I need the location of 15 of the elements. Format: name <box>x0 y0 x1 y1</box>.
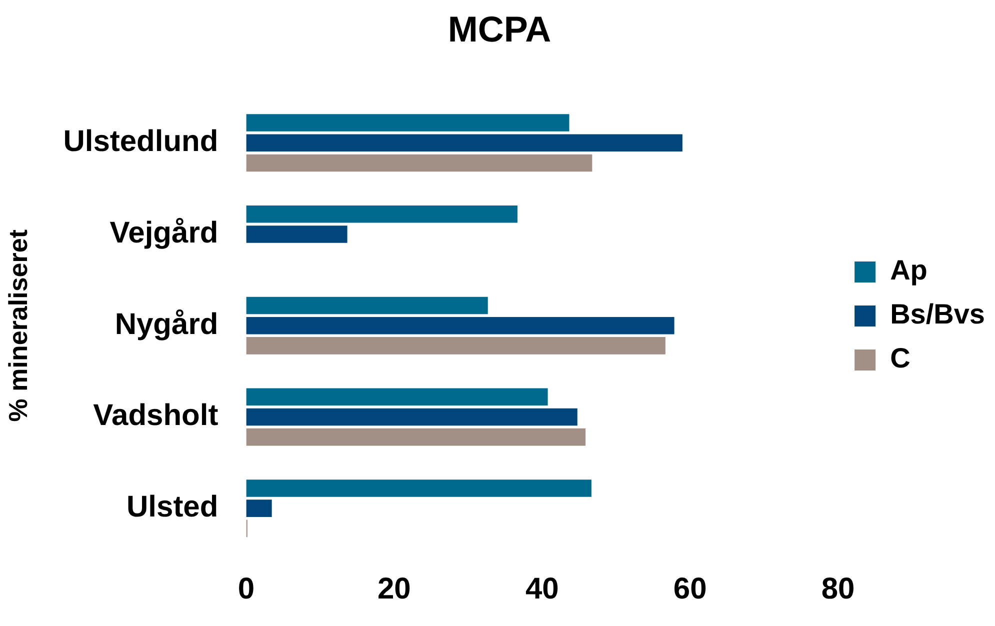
x-tick-label: 40 <box>525 572 559 606</box>
legend-label: C <box>890 342 910 374</box>
y-tick-label: Nygård <box>114 308 218 341</box>
x-tick-label: 20 <box>377 572 411 606</box>
y-tick-label: Ulsted <box>126 490 218 524</box>
x-tick-label: 60 <box>673 572 707 606</box>
legend-label: Bs/Bvs <box>890 298 985 330</box>
legend-label: Ap <box>890 254 928 286</box>
y-tick-label: Vadsholt <box>93 399 218 432</box>
y-axis-title: % mineraliseret <box>2 229 33 422</box>
y-tick-label: Ulstedlund <box>63 125 218 158</box>
chart-title: MCPA <box>448 8 552 50</box>
x-tick-label: 0 <box>238 572 255 606</box>
x-tick-label: 80 <box>821 572 855 606</box>
y-tick-label: Vejgård <box>110 216 218 250</box>
